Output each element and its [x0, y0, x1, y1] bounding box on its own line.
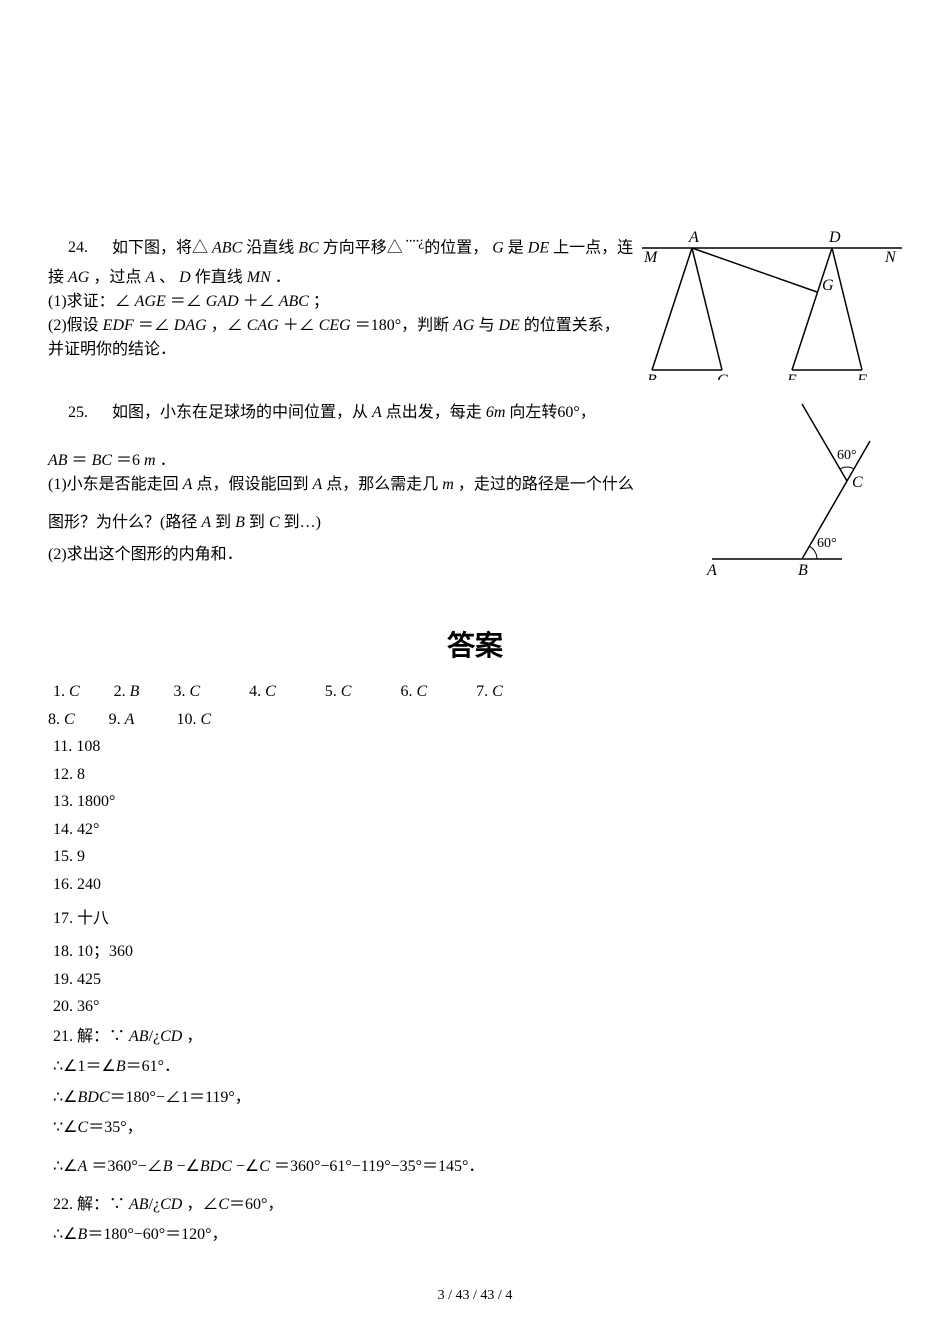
p24-svg: A D M N G B C E F [642, 230, 902, 380]
problem-24-text: 24. 如下图，将△ ABC 沿直线 BC 方向平移△᠁¿的位置， G 是 DE… [48, 230, 648, 359]
fig25-A: A [706, 562, 717, 579]
fig25-B: B [798, 562, 808, 579]
ans-20: 20. 36° [53, 994, 902, 1020]
sol21-l5: ∴∠A ＝360°−∠B −∠BDC −∠C ＝360°−61°−119°−35… [53, 1152, 902, 1182]
ans-11: 11. 108 [53, 734, 902, 760]
fig24-D: D [828, 230, 841, 246]
ans-19: 19. 425 [53, 967, 902, 993]
fig24-G: G [822, 277, 834, 294]
sol21-l2: ∴∠1＝∠B＝61°． [53, 1052, 902, 1082]
ans-13: 13. 1800° [53, 789, 902, 815]
figure-25: 60° 60° A B C [692, 399, 872, 584]
p24-q2: (2)假设 EDF ＝∠ DAG ，∠ CAG ＋∠ CEG ＝180°，判断 … [48, 311, 648, 335]
fig24-M: M [643, 249, 659, 266]
fig24-C: C [717, 372, 728, 380]
ans-18: 18. 10；360 [53, 939, 902, 965]
p24-line2: 接 AG ，过点 A 、 D 作直线 MN ． [48, 263, 648, 287]
p25-line1: 25. 如图，小东在足球场的中间位置，从 A 点出发，每走 6m 向左转60°， [48, 399, 748, 428]
answers-title: 答案 [48, 624, 902, 664]
sol21-l4: ∵∠C＝35°， [53, 1113, 902, 1143]
fig25-ang1: 60° [837, 448, 857, 463]
p25-q1b: 图形？为什么？(路径 A 到 B 到 C 到…) [48, 508, 748, 532]
ans-12: 12. 8 [53, 762, 902, 788]
p24-q3: 并证明你的结论． [48, 335, 648, 359]
sol22-l1: 22. 解：∵ AB/¿CD ，∠C＝60°， [53, 1190, 902, 1220]
p24-q1: (1)求证：∠ AGE ＝∠ GAD ＋∠ ABC ； [48, 287, 648, 311]
problem-24: 24. 如下图，将△ ABC 沿直线 BC 方向平移△᠁¿的位置， G 是 DE… [48, 230, 902, 359]
p24-line1: 24. 如下图，将△ ABC 沿直线 BC 方向平移△᠁¿的位置， G 是 DE… [48, 230, 648, 263]
p25-line2: AB ＝ BC ＝6 m ． [48, 446, 748, 470]
figure-24: A D M N G B C E F [642, 230, 902, 385]
sol22-l2: ∴∠B＝180°−60°＝120°， [53, 1220, 902, 1250]
answers-mc-row2: 8. C 9. A 10. C [48, 707, 902, 733]
fig24-A: A [688, 230, 699, 246]
fig24-E: E [786, 372, 797, 380]
ans-14: 14. 42° [53, 817, 902, 843]
ans-16: 16. 240 [53, 872, 902, 898]
fig24-N: N [884, 249, 897, 266]
fig24-B: B [647, 372, 657, 380]
p24-num: 24. [48, 234, 88, 263]
sol21-l3: ∴∠BDC＝180°−∠1＝119°， [53, 1083, 902, 1113]
fig25-C: C [852, 474, 863, 491]
fig25-ang2: 60° [817, 536, 837, 551]
ans-17: 17. 十八 [53, 906, 902, 932]
problem-25-text: 25. 如图，小东在足球场的中间位置，从 A 点出发，每走 6m 向左转60°，… [48, 399, 748, 564]
answers-mc-row1: 1. C 2. B 3. C 4. C 5. C 6. C 7. C [53, 679, 902, 705]
problem-25: 25. 如图，小东在足球场的中间位置，从 A 点出发，每走 6m 向左转60°，… [48, 399, 902, 564]
sol21-l1: 21. 解：∵ AB/¿CD ， [53, 1022, 902, 1052]
p25-num: 25. [48, 399, 88, 428]
p25-q2: (2)求出这个图形的内角和． [48, 540, 748, 564]
page-number: 3 / 43 / 43 / 4 [0, 1288, 950, 1304]
p25-svg: 60° 60° A B C [692, 399, 872, 579]
ans-15: 15. 9 [53, 844, 902, 870]
p25-q1: (1)小东是否能走回 A 点，假设能回到 A 点，那么需走几 m ，走过的路径是… [48, 470, 748, 494]
fig24-F: F [856, 372, 867, 380]
